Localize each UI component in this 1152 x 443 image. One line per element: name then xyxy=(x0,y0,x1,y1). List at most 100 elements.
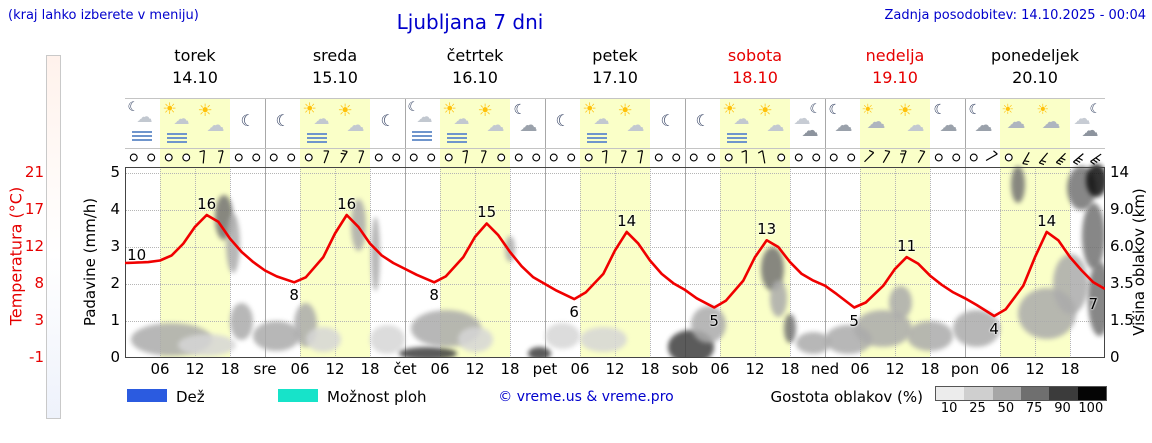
x-tick-label: 06 xyxy=(570,360,590,378)
cloud-icon: ☁ xyxy=(866,111,886,133)
calm-wind-icon xyxy=(812,153,821,162)
calm-wind-icon xyxy=(777,153,786,162)
weather-icon-sun-cloud: ☀ ☁ xyxy=(755,101,791,147)
cloud-icon: ☁ xyxy=(801,121,819,141)
temperature-value-label: 13 xyxy=(757,220,777,239)
moon-icon: ☾ xyxy=(1089,102,1102,117)
cloud-height-tick-label: 3.5 xyxy=(1110,274,1134,292)
wind-barb-icon xyxy=(985,150,998,162)
wind-barb-icon xyxy=(741,149,747,164)
cloud-icon: ☁ xyxy=(906,115,925,136)
calm-wind-icon xyxy=(794,153,803,162)
day-date: 19.10 xyxy=(872,68,918,87)
moon-icon: ☾ xyxy=(275,111,290,130)
calm-wind-icon xyxy=(952,153,961,162)
showers-legend-label: Možnost ploh xyxy=(327,388,427,406)
precipitation-tick-label: 3 xyxy=(110,237,120,255)
day-name: sobota xyxy=(727,46,783,65)
last-update-text: Zadnja posodobitev: 14.10.2025 - 00:04 xyxy=(884,8,1146,23)
density-gradient-segment xyxy=(992,387,1021,400)
density-tick-label: 50 xyxy=(997,401,1015,416)
density-tick-label: 90 xyxy=(1054,401,1071,416)
cloud-blob xyxy=(527,346,551,358)
fog-lines-icon xyxy=(306,133,327,135)
weather-icon-cloud-moon: ☾ ☁ ☁ xyxy=(790,101,826,147)
x-tick-label: 12 xyxy=(1025,360,1045,378)
x-day-abbrev: pet xyxy=(532,360,558,378)
weather-icon-moon-cloud: ☾ ☁ xyxy=(965,101,1001,147)
moon-icon: ☾ xyxy=(407,100,420,115)
sun-icon: ☀ xyxy=(197,101,213,121)
cloud-icon: ☁ xyxy=(136,107,153,126)
calm-wind-icon xyxy=(654,153,663,162)
cloud-icon: ☁ xyxy=(173,109,190,128)
fog-lines-icon xyxy=(446,133,467,135)
day-name: sreda xyxy=(312,46,358,65)
temperature-value-label: 15 xyxy=(477,203,497,222)
x-tick-label: 06 xyxy=(150,360,170,378)
sun-icon: ☀ xyxy=(302,99,317,118)
x-tick-label: 18 xyxy=(780,360,800,378)
temperature-tick-label: 21 xyxy=(24,163,44,181)
weather-icon-fog-moon: ☾ ☁ xyxy=(125,101,161,147)
sun-icon: ☀ xyxy=(1036,102,1050,118)
day-name: ponedeljek xyxy=(991,46,1079,65)
temperature-tick-label: 17 xyxy=(24,200,44,218)
temperature-tick-label: -1 xyxy=(29,348,44,366)
density-tick-label: 75 xyxy=(1025,401,1043,416)
weather-icon-moon: ☾ xyxy=(230,101,266,147)
cloud-icon: ☁ xyxy=(593,109,610,128)
density-gradient-segment xyxy=(964,387,993,400)
cloud-blob xyxy=(545,322,580,349)
day-date: 16.10 xyxy=(452,68,498,87)
cloud-icon: ☁ xyxy=(346,115,365,136)
day-date: 18.10 xyxy=(732,68,778,87)
wind-barb-icon xyxy=(323,150,330,164)
cloud-height-tick-label: 1.5 xyxy=(1110,311,1134,329)
sun-icon: ☀ xyxy=(337,101,353,121)
moon-icon: ☾ xyxy=(127,100,140,115)
x-tick-label: 06 xyxy=(430,360,450,378)
density-gradient-segment xyxy=(1020,387,1050,400)
x-tick-label: 12 xyxy=(465,360,485,378)
cloud-icon: ☁ xyxy=(793,109,811,129)
page-title: Ljubljana 7 dni xyxy=(396,10,544,34)
cloud-icon: ☁ xyxy=(974,115,993,136)
weather-icon-sun-cloud: ☀ ☁ xyxy=(195,101,231,147)
copyright-link[interactable]: © vreme.us & vreme.pro xyxy=(498,389,674,405)
sun-icon: ☀ xyxy=(897,101,913,121)
calm-wind-icon xyxy=(689,153,698,162)
x-day-abbrev: čet xyxy=(393,360,417,378)
moon-icon: ☾ xyxy=(933,102,947,118)
fog-lines-icon xyxy=(131,131,152,133)
x-tick-label: 06 xyxy=(290,360,310,378)
cloud-blob xyxy=(784,313,796,344)
calm-wind-icon xyxy=(567,153,576,162)
cloud-icon: ☁ xyxy=(313,109,330,128)
weather-icon-fog-sun: ☀ ☁ xyxy=(580,101,616,147)
calm-wind-icon xyxy=(514,153,523,162)
density-tick-label: 10 xyxy=(940,401,958,416)
day-date: 14.10 xyxy=(172,68,218,87)
cloud-icon: ☁ xyxy=(626,115,645,136)
wind-barb-icon xyxy=(199,149,205,164)
weather-icon-moon-cloud: ☾ ☁ xyxy=(825,101,861,147)
weather-icon-fog-sun: ☀ ☁ xyxy=(300,101,336,147)
showers-legend-swatch xyxy=(278,389,318,402)
calm-wind-icon xyxy=(497,153,506,162)
weather-icon-fog-sun: ☀ ☁ xyxy=(720,101,756,147)
wind-barb-icon xyxy=(621,150,627,164)
calm-wind-icon xyxy=(969,153,978,162)
calm-wind-icon xyxy=(1004,153,1013,162)
fog-lines-icon xyxy=(411,131,432,133)
calm-wind-icon xyxy=(304,153,313,162)
calm-wind-icon xyxy=(287,153,296,162)
chart-frame xyxy=(125,167,1105,358)
weather-icon-sun-cloud: ☀ ☁ xyxy=(895,101,931,147)
x-day-abbrev: sre xyxy=(253,360,277,378)
cloud-density-tick-labels: 10 25 50 75 90 100 xyxy=(935,401,1105,416)
sun-icon: ☀ xyxy=(442,99,457,118)
moon-icon: ☾ xyxy=(828,102,842,118)
x-tick-label: 18 xyxy=(500,360,520,378)
